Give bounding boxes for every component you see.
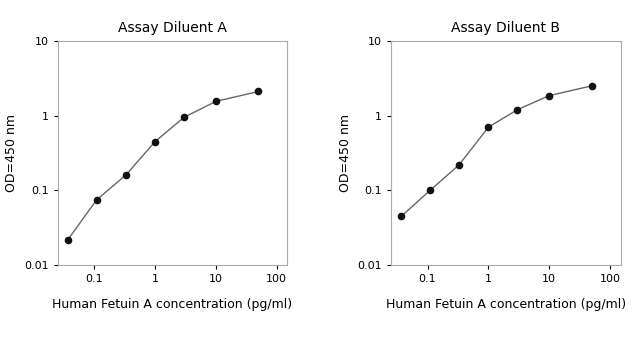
Title: Assay Diluent A: Assay Diluent A: [118, 21, 227, 35]
Y-axis label: OD=450 nm: OD=450 nm: [5, 114, 19, 192]
Title: Assay Diluent B: Assay Diluent B: [451, 21, 561, 35]
Y-axis label: OD=450 nm: OD=450 nm: [339, 114, 352, 192]
X-axis label: Human Fetuin A concentration (pg/ml): Human Fetuin A concentration (pg/ml): [386, 298, 626, 311]
X-axis label: Human Fetuin A concentration (pg/ml): Human Fetuin A concentration (pg/ml): [52, 298, 292, 311]
